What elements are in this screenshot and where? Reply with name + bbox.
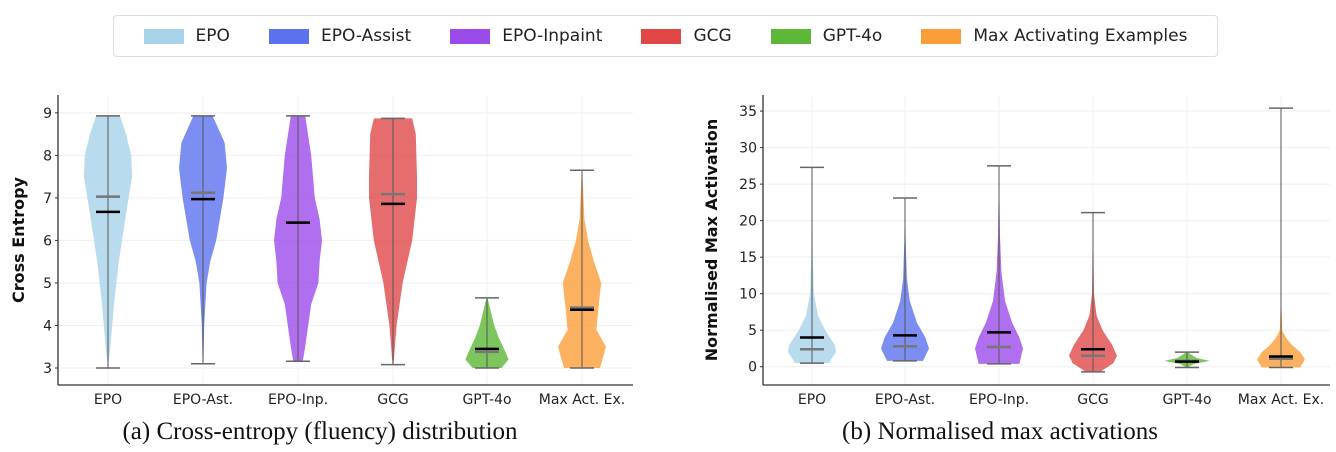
y-axis-label: Normalised Max Activation [702, 119, 721, 361]
violin-epo-inp- [975, 165, 1023, 365]
violin-epo [788, 166, 836, 364]
x-tick-label: Max Act. Ex. [1238, 392, 1324, 408]
x-tick-label: EPO-Inp. [969, 392, 1029, 408]
violin-gpt-4o [465, 297, 509, 369]
violin-epo-inp- [274, 115, 322, 362]
legend-item-epo: EPO [143, 26, 230, 46]
legend-swatch [921, 28, 962, 44]
y-tick-label: 8 [43, 148, 52, 164]
legend-item-epo-assist: EPO-Assist [268, 26, 412, 46]
y-tick-label: 15 [739, 250, 757, 266]
legend-swatch [641, 28, 682, 44]
y-tick-label: 0 [748, 360, 757, 376]
y-tick-label: 9 [43, 106, 52, 122]
y-tick-label: 35 [739, 104, 757, 120]
legend-label: GPT-4o [822, 26, 883, 46]
legend-item-gcg: GCG [641, 26, 732, 46]
y-tick-label: 7 [43, 191, 52, 207]
x-tick-label: EPO-Inp. [268, 392, 328, 408]
legend-swatch [450, 28, 491, 44]
legend-item-max-activating: Max Activating Examples [921, 26, 1187, 46]
legend-label: EPO [195, 26, 230, 46]
y-tick-label: 5 [43, 276, 52, 292]
x-tick-label: GPT-4o [1162, 392, 1211, 408]
legend: EPO EPO-Assist EPO-Inpaint GCG GPT-4o Ma… [113, 15, 1218, 57]
x-tick-label: EPO-Ast. [875, 392, 935, 408]
violin-gpt-4o [1164, 351, 1210, 369]
legend-label: EPO-Assist [320, 26, 412, 46]
legend-label: GCG [693, 26, 732, 46]
violin-gcg [1069, 211, 1117, 373]
violin-max-act-ex- [1257, 107, 1305, 369]
legend-item-gpt-4o: GPT-4o [770, 26, 883, 46]
y-tick-label: 3 [43, 361, 52, 377]
violin-epo [84, 115, 132, 369]
x-tick-label: GCG [377, 392, 408, 408]
violin-max-act-ex- [558, 169, 606, 369]
y-tick-label: 20 [739, 214, 757, 230]
x-tick-label: EPO [94, 392, 122, 408]
legend-swatch [770, 28, 811, 44]
y-tick-label: 30 [739, 141, 757, 157]
chart-right: 0 5 10 15 20 25 30 35 Normalised Max Activation E… [702, 95, 1330, 408]
y-tick-label: 10 [739, 287, 757, 303]
x-tick-label: GPT-4o [462, 392, 511, 408]
legend-label: Max Activating Examples [973, 26, 1188, 46]
x-tick-label: EPO-Ast. [173, 392, 233, 408]
y-tick-label: 6 [43, 233, 52, 249]
x-tick-label: GCG [1077, 392, 1108, 408]
violin-epo-ast- [881, 197, 929, 362]
legend-swatch [143, 28, 184, 44]
legend-swatch [268, 28, 309, 44]
y-tick-label: 25 [739, 177, 757, 193]
y-tick-label: 5 [748, 323, 757, 339]
x-tick-label: EPO [798, 392, 826, 408]
legend-label: EPO-Inpaint [502, 26, 603, 46]
y-tick-label: 4 [43, 318, 52, 334]
violin-epo-ast- [179, 115, 227, 365]
x-tick-label: Max Act. Ex. [539, 392, 625, 408]
chart-left: 3 4 5 6 7 8 9 Cross Entropy EPO EPO-Ast. EPO-Inp. G… [9, 95, 633, 408]
violin-gcg [369, 117, 417, 366]
caption-b: (b) Normalised max activations [842, 418, 1158, 445]
legend-item-epo-inpaint: EPO-Inpaint [450, 26, 602, 46]
y-axis-label: Cross Entropy [9, 176, 28, 303]
caption-a: (a) Cross-entropy (fluency) distribution [122, 418, 518, 445]
